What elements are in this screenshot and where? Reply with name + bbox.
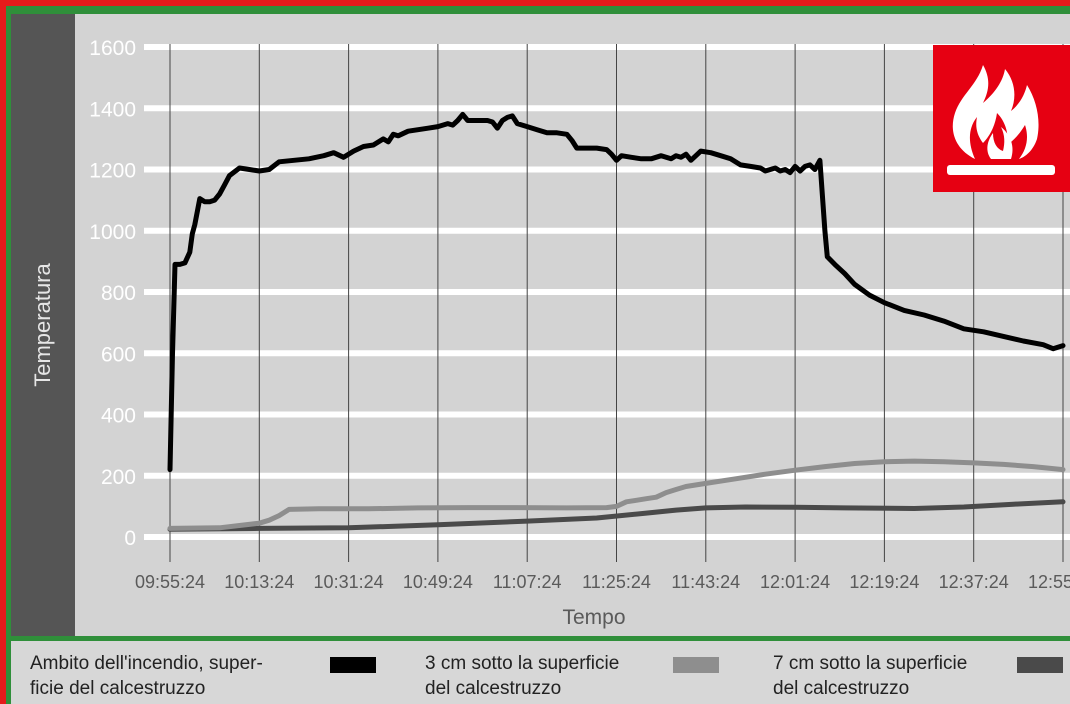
- series-line-3: [167, 499, 1066, 532]
- legend-swatch-black: [330, 657, 376, 673]
- legend-item-7cm: 7 cm sotto la superficie del calcestruzz…: [773, 651, 1070, 701]
- y-tick-label: 600: [101, 343, 136, 366]
- x-tick-label: 12:19:24: [849, 572, 919, 592]
- x-tick-label: 12:55:24: [1028, 572, 1070, 592]
- chart-panel: Temperatura 0 200 400 600 800 1000 1200 1400 160…: [11, 14, 1070, 636]
- legend-label-line1: Ambito dell'incendio, super-: [30, 653, 263, 674]
- legend-label-line2: del calcestruzzo: [773, 678, 910, 699]
- x-tick-label: 09:55:24: [135, 572, 205, 592]
- legend-swatch-dark-gray: [1017, 657, 1063, 673]
- y-tick-label: 1600: [89, 37, 136, 60]
- y-tick-label: 400: [101, 405, 136, 428]
- y-axis-label-bar: Temperatura: [11, 14, 75, 636]
- x-tick-label: 10:13:24: [224, 572, 294, 592]
- x-tick-label: 11:43:24: [671, 572, 740, 592]
- series-line-1: [167, 111, 1066, 473]
- x-tick-label: 12:37:24: [939, 572, 1009, 592]
- legend-label-line1: 7 cm sotto la superficie: [773, 653, 968, 674]
- legend: Ambito dell'incendio, super- ficie del c…: [11, 641, 1070, 704]
- legend-label-line2: ficie del calcestruzzo: [30, 678, 206, 699]
- legend-label-line1: 3 cm sotto la superficie: [425, 653, 620, 674]
- x-tick-label: 11:25:24: [582, 572, 651, 592]
- fire-hazard-icon: [947, 65, 1055, 175]
- x-axis-label: Tempo: [562, 606, 625, 629]
- y-tick-label: 800: [101, 282, 136, 305]
- legend-item-fire-surface: Ambito dell'incendio, super- ficie del c…: [30, 651, 390, 701]
- series-line-2: [167, 458, 1066, 531]
- x-tick-label: 10:49:24: [403, 572, 473, 592]
- y-tick-label: 1400: [89, 98, 136, 121]
- legend-swatch-light-gray: [673, 657, 719, 673]
- y-tick-label: 1000: [89, 221, 136, 244]
- legend-item-3cm: 3 cm sotto la superficie del calcestruzz…: [425, 651, 745, 701]
- y-tick-label: 200: [101, 466, 136, 489]
- fire-badge: [933, 45, 1070, 192]
- legend-label-line2: del calcestruzzo: [425, 678, 562, 699]
- y-tick-label: 1200: [89, 160, 136, 183]
- x-tick-label: 10:31:24: [314, 572, 384, 592]
- line-chart: 0 200 400 600 800 1000 1200 1400 1600 09:55:24 10:…: [89, 37, 1070, 629]
- x-tick-label: 11:07:24: [493, 572, 562, 592]
- x-tick-label: 12:01:24: [760, 572, 830, 592]
- y-tick-label: 0: [124, 527, 136, 550]
